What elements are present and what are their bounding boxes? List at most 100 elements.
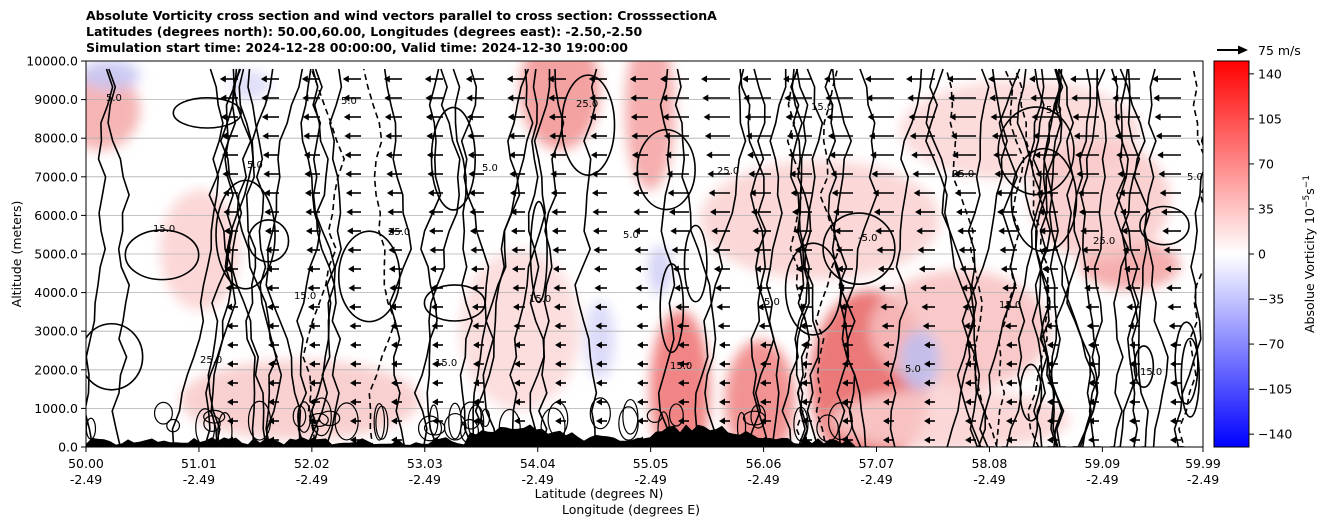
wind-vector-head bbox=[548, 113, 555, 121]
wind-vector-head bbox=[1081, 246, 1088, 254]
wind-vector-head bbox=[911, 151, 918, 159]
wind-vector-head bbox=[350, 417, 356, 425]
wind-vector-head bbox=[263, 189, 270, 197]
wind-vector-head bbox=[798, 303, 805, 311]
wind-vector-head bbox=[594, 284, 601, 292]
wind-vector-head bbox=[991, 132, 998, 140]
wind-vector-head bbox=[384, 113, 391, 121]
wind-vector-head bbox=[471, 303, 478, 311]
wind-vector-head bbox=[678, 360, 684, 368]
wind-vector-head bbox=[789, 170, 796, 178]
contour-line bbox=[238, 68, 257, 447]
wind-vector-head bbox=[224, 246, 231, 254]
x-tick-label-latitude: 58.08 bbox=[972, 456, 1008, 471]
wind-vector-head bbox=[345, 170, 352, 178]
x-tick-label-longitude: -2.49 bbox=[409, 472, 441, 487]
wind-vector-head bbox=[745, 132, 752, 140]
wind-vector-head bbox=[839, 303, 846, 311]
wind-vector-head bbox=[792, 208, 798, 216]
wind-vector-head bbox=[344, 151, 351, 159]
chart-title-line-3: Simulation start time: 2024-12-28 00:00:… bbox=[86, 40, 628, 55]
wind-vector-head bbox=[880, 303, 887, 311]
contour-line bbox=[265, 68, 308, 447]
wind-vector-head bbox=[223, 208, 230, 216]
colorbar-tick-label: 140 bbox=[1258, 66, 1282, 81]
wind-vector-head bbox=[920, 284, 927, 292]
wind-vector-head bbox=[631, 132, 638, 140]
contour-line bbox=[889, 68, 923, 447]
wind-vector-head bbox=[1043, 284, 1050, 292]
wind-vector-head bbox=[754, 265, 761, 273]
wind-vector-head bbox=[1159, 189, 1166, 197]
wind-vector-head bbox=[924, 417, 930, 425]
y-tick-label: 0.0 bbox=[58, 440, 78, 455]
wind-vector-head bbox=[590, 151, 597, 159]
wind-vector-head bbox=[877, 265, 884, 273]
contour-label: 25.0 bbox=[200, 355, 222, 366]
contour-line bbox=[956, 68, 1008, 447]
wind-vector-head bbox=[756, 284, 763, 292]
wind-vector-head bbox=[965, 398, 971, 406]
wind-vector-head bbox=[425, 94, 432, 102]
contour-line bbox=[792, 68, 810, 447]
wind-vector-head bbox=[514, 341, 520, 349]
colorbar-label: Absolue Vorticity 10−5s−1 bbox=[1302, 175, 1317, 333]
wind-vector-head bbox=[1170, 417, 1176, 425]
wind-vector-head bbox=[591, 189, 598, 197]
wind-vector-head bbox=[637, 360, 643, 368]
wind-vector-head bbox=[629, 75, 636, 83]
wind-vector-head bbox=[790, 189, 797, 197]
wind-vector-head bbox=[596, 417, 602, 425]
wind-vector-head bbox=[220, 113, 227, 121]
wind-vector-head bbox=[555, 417, 561, 425]
wind-vector-head bbox=[634, 246, 641, 254]
contour-line bbox=[362, 68, 397, 447]
wind-vector-head bbox=[307, 303, 314, 311]
wind-vector-head bbox=[663, 132, 670, 140]
x-axis: 50.00-2.4951.01-2.4952.02-2.4953.03-2.49… bbox=[68, 447, 1221, 487]
wind-vector-head bbox=[1030, 94, 1037, 102]
wind-vector-head bbox=[307, 284, 314, 292]
wind-vector-head bbox=[227, 398, 233, 406]
wind-vector-head bbox=[554, 322, 561, 330]
wind-vector-head bbox=[868, 132, 875, 140]
wind-vector-head bbox=[547, 75, 554, 83]
wind-vector-head bbox=[719, 379, 725, 387]
wind-vector-head bbox=[468, 170, 475, 178]
wind-vector-head bbox=[264, 208, 271, 216]
wind-vector-head bbox=[883, 341, 889, 349]
wind-vector-head bbox=[801, 379, 807, 387]
wind-vector-head bbox=[833, 208, 839, 216]
colorbar-tick-label: −105 bbox=[1258, 382, 1292, 397]
wind-vector-head bbox=[865, 75, 871, 83]
wind-vector-head bbox=[1112, 94, 1119, 102]
wind-vector-head bbox=[842, 341, 848, 349]
wind-vector-head bbox=[227, 341, 233, 349]
wind-vector-head bbox=[965, 436, 971, 444]
contour-line bbox=[1119, 68, 1151, 447]
vorticity-blob-positive bbox=[180, 360, 420, 440]
contour-line bbox=[1024, 68, 1045, 447]
wind-vector-head bbox=[346, 227, 353, 235]
contour-loop bbox=[172, 96, 242, 129]
wind-vector-head bbox=[760, 360, 766, 368]
contour-loop bbox=[561, 74, 616, 176]
wind-vector-head bbox=[391, 341, 397, 349]
contour-label: 25.0 bbox=[388, 227, 410, 238]
wind-vector-head bbox=[1072, 113, 1079, 121]
contour-line bbox=[1178, 68, 1203, 447]
wind-vector-head bbox=[883, 360, 889, 368]
wind-vector-head bbox=[260, 75, 267, 83]
wind-vector-head bbox=[509, 170, 516, 178]
contour-line bbox=[210, 68, 252, 447]
wind-vector-head bbox=[883, 417, 889, 425]
wind-vector-head bbox=[390, 322, 397, 330]
contour-loop-lowlevel bbox=[668, 403, 684, 427]
wind-vector-head bbox=[348, 284, 355, 292]
wind-vector-head bbox=[1157, 151, 1164, 159]
contour-label: 5.0 bbox=[1046, 105, 1062, 116]
contour-label: 15.0 bbox=[1140, 367, 1162, 378]
wind-vector-head bbox=[385, 132, 392, 140]
contour-label: 15.0 bbox=[153, 224, 175, 235]
wind-vector-head bbox=[343, 113, 350, 121]
